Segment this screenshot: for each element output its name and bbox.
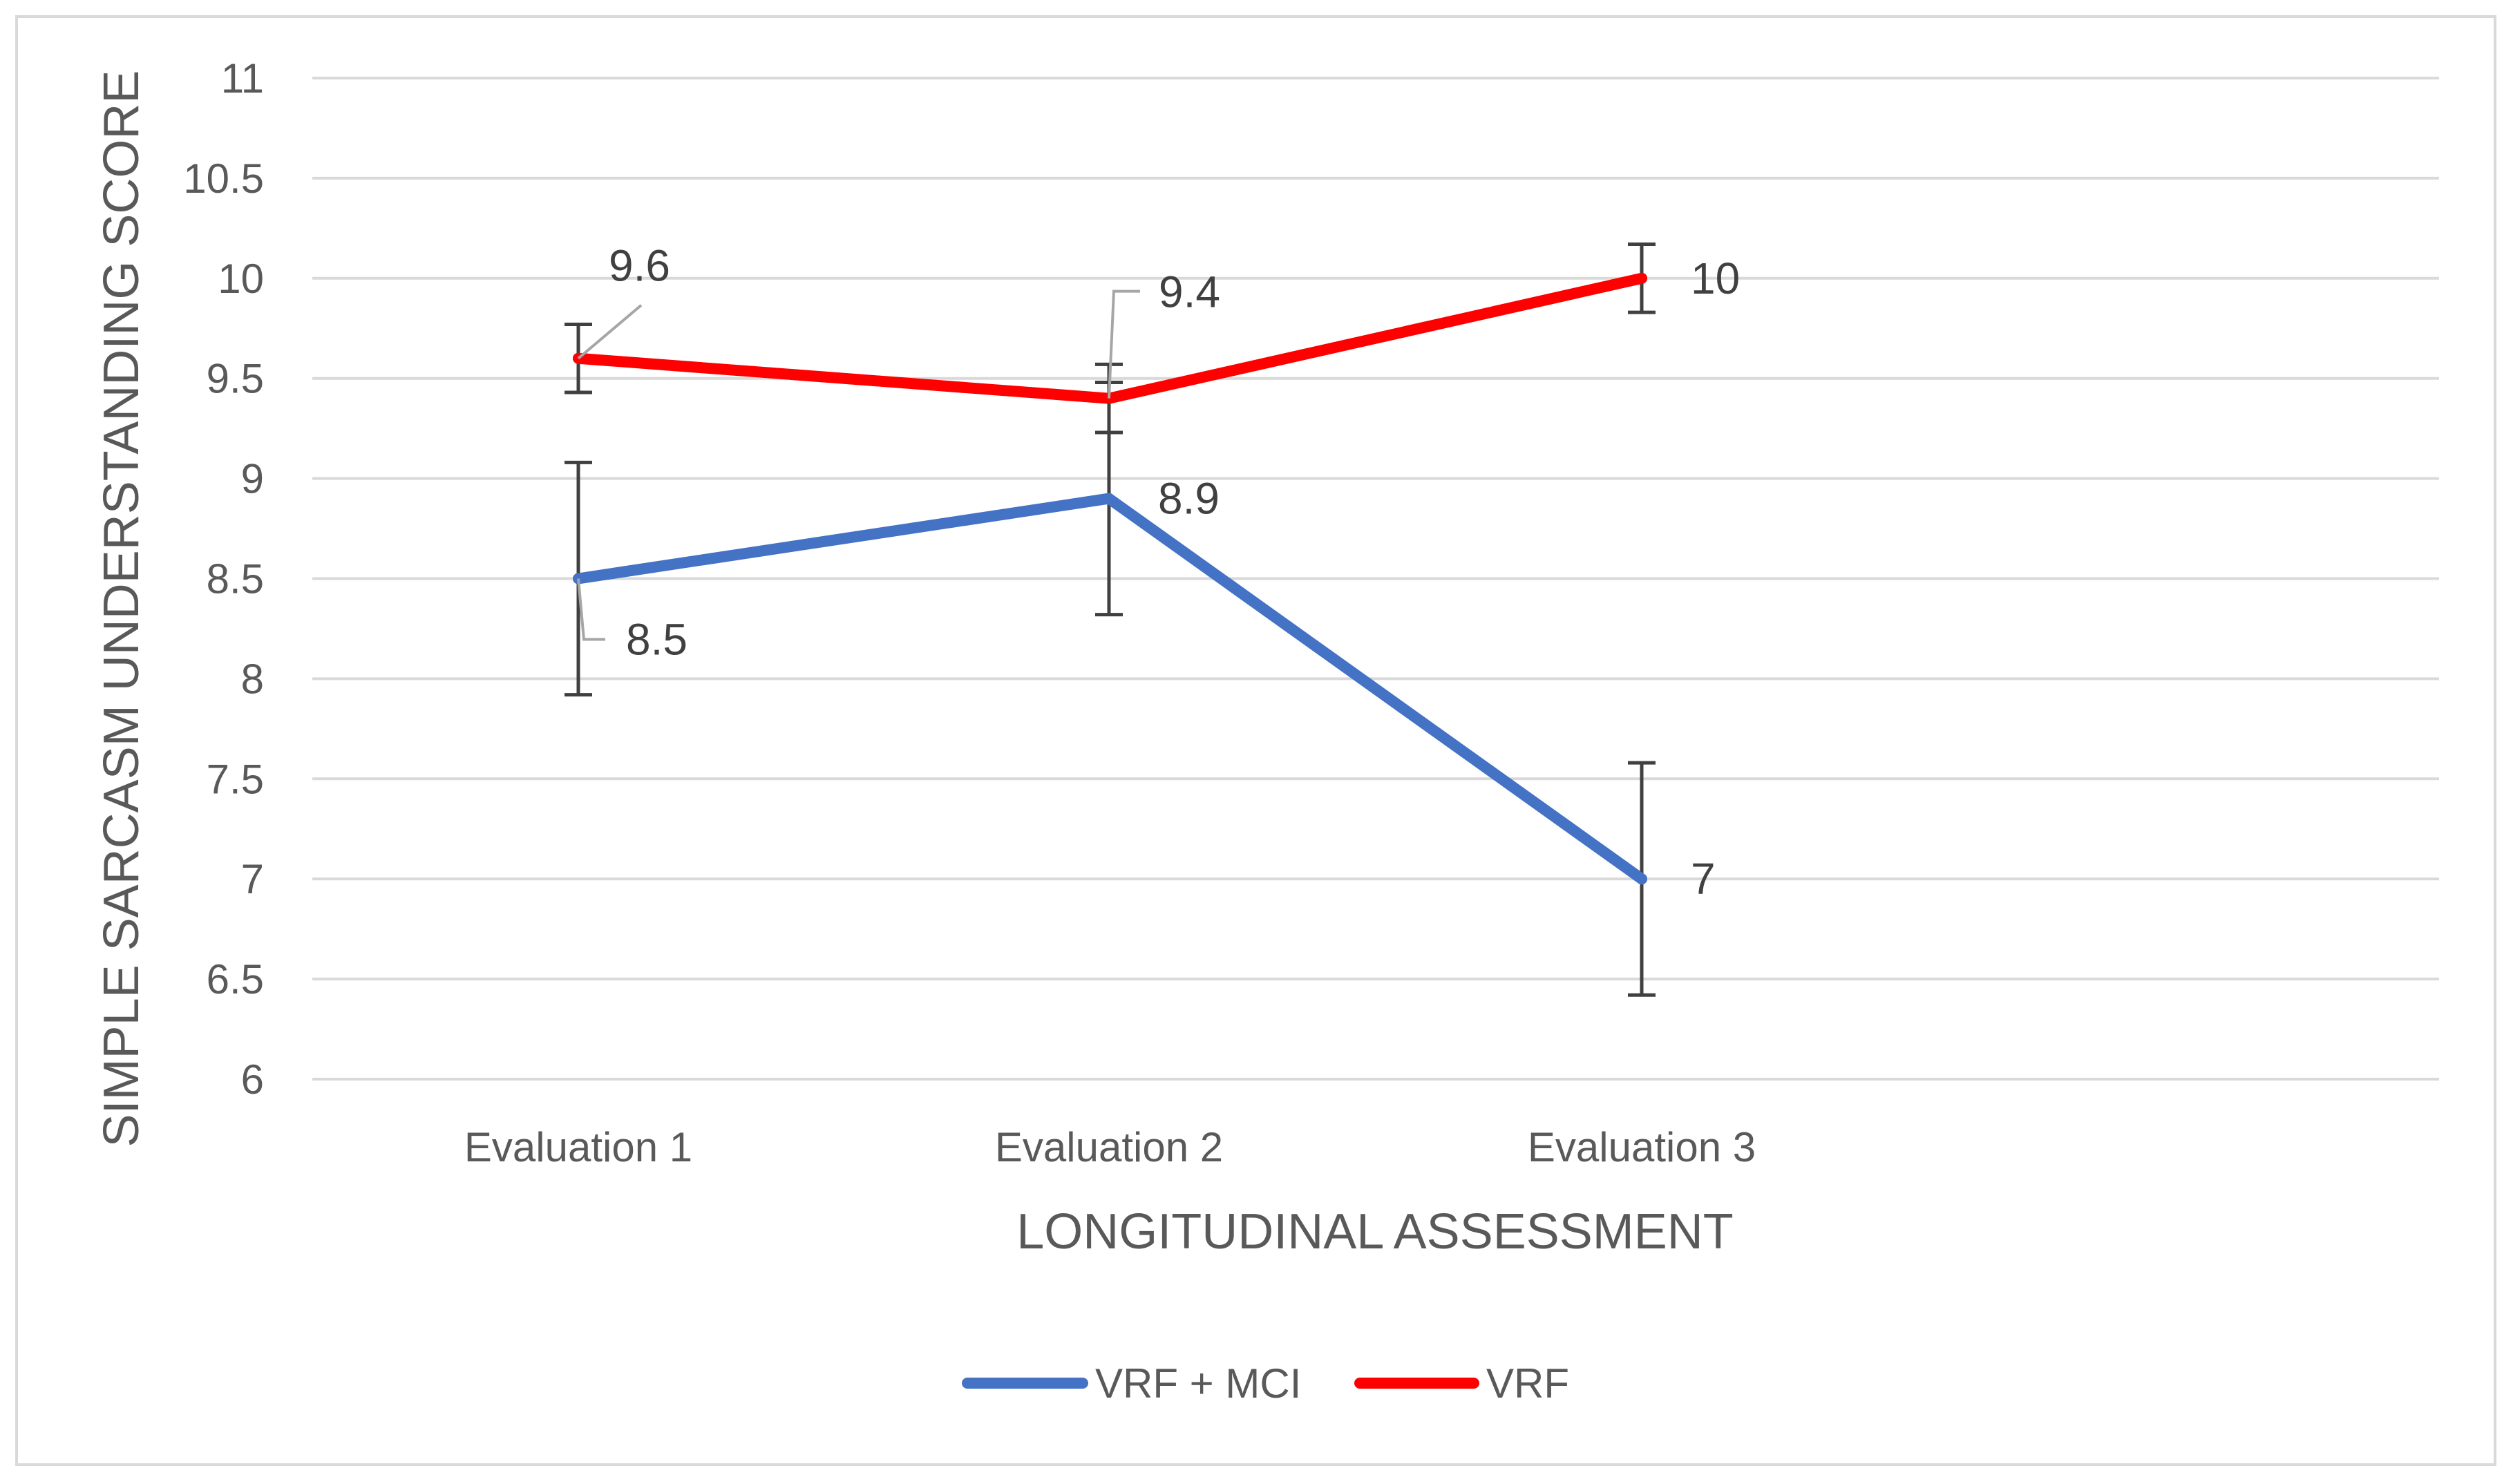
x-axis-title: LONGITUDINAL ASSESSMENT: [1016, 1204, 1734, 1259]
data-label: 7: [1691, 854, 1716, 904]
y-tick-label: 8: [241, 656, 264, 702]
x-tick-labels: Evaluation 1 Evaluation 2 Evaluation 3: [464, 1124, 1756, 1170]
data-label: 8.9: [1158, 474, 1220, 524]
x-tick-label: Evaluation 3: [1528, 1124, 1756, 1170]
data-label: 9.6: [609, 241, 670, 291]
legend-label-vrf-mci: VRF + MCI: [1095, 1360, 1301, 1407]
data-label: 10: [1691, 254, 1740, 303]
y-tick-label: 8.5: [207, 556, 264, 602]
data-labels: 8.5 8.9 7 9.6 9.4 10: [609, 241, 1740, 904]
x-tick-label: Evaluation 1: [464, 1124, 692, 1170]
y-axis-title: SIMPLE SARCASM UNDERSTANDING SCORE: [94, 70, 149, 1148]
data-point: [1636, 873, 1647, 885]
data-label: 8.5: [626, 615, 687, 665]
y-tick-label: 9: [241, 456, 264, 502]
y-tick-label: 10.5: [183, 155, 264, 202]
y-tick-label: 6: [241, 1056, 264, 1103]
y-tick-label: 6.5: [207, 956, 264, 1002]
data-point: [1103, 493, 1115, 504]
data-label: 9.4: [1159, 267, 1220, 317]
legend: VRF + MCI VRF: [962, 1360, 1569, 1407]
y-tick-label: 10: [218, 256, 264, 302]
label-leader-lines: [577, 289, 1140, 641]
y-tick-label: 9.5: [207, 356, 264, 402]
leader-line: [577, 304, 643, 360]
y-tick-labels: 6 6.5 7 7.5 8 8.5 9 9.5 10 10.5 11: [183, 55, 264, 1103]
y-tick-label: 11: [221, 55, 264, 102]
leader-line: [577, 578, 605, 641]
data-point: [1636, 272, 1647, 284]
gridlines: [312, 77, 2439, 1081]
y-tick-label: 7: [241, 856, 264, 902]
leader-line: [1108, 289, 1140, 399]
x-tick-label: Evaluation 2: [995, 1124, 1223, 1170]
y-tick-label: 7.5: [207, 756, 264, 802]
legend-label-vrf: VRF: [1486, 1360, 1569, 1407]
chart-frame: [15, 15, 2496, 1466]
